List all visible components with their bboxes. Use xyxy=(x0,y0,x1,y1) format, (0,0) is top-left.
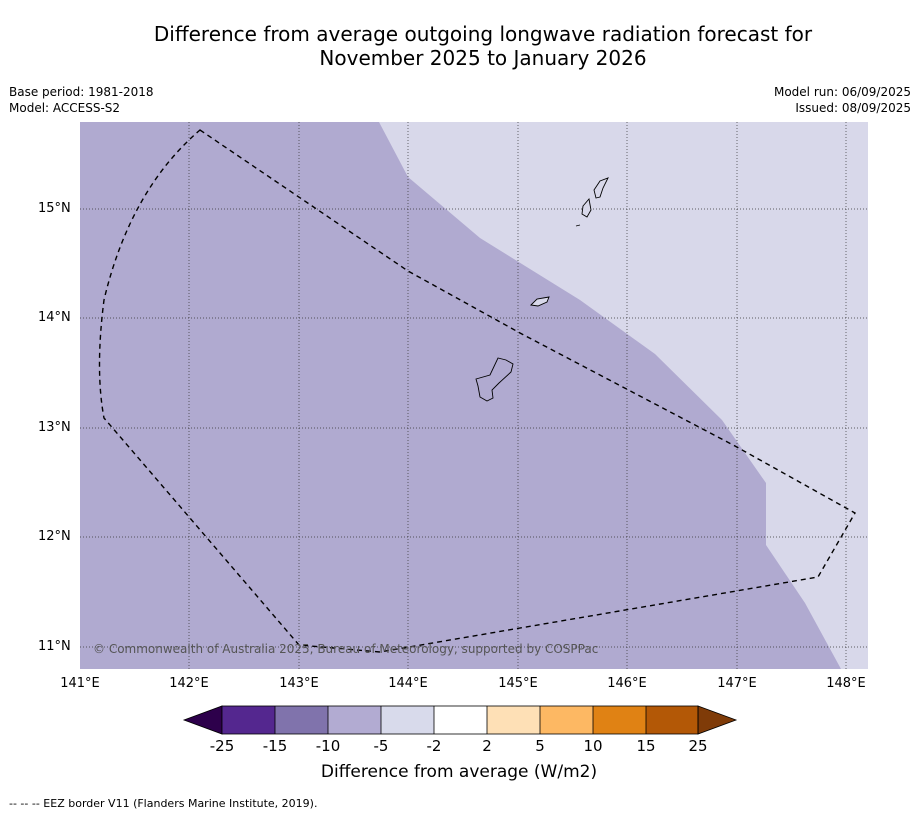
x-tick-142: 142°E xyxy=(169,676,209,691)
x-tick-148: 148°E xyxy=(826,676,866,691)
colorbar-low-extend xyxy=(182,705,223,735)
rota-island xyxy=(530,296,550,307)
colorbar-bin-1 xyxy=(222,706,275,734)
x-tick-144: 144°E xyxy=(388,676,428,691)
colorbar-dividers xyxy=(274,706,647,734)
colorbar xyxy=(182,705,738,735)
title-line-2: November 2025 to January 2026 xyxy=(319,46,647,70)
base-info: Base period: 1981-2018 Model: ACCESS-S2 xyxy=(9,84,154,116)
colorbar-label: -2 xyxy=(426,737,442,755)
y-tick-13n: 13°N xyxy=(38,420,71,435)
colorbar-bin-3 xyxy=(328,706,381,734)
issued-date: Issued: 08/09/2025 xyxy=(795,101,911,115)
model-run: Model run: 06/09/2025 xyxy=(773,85,911,99)
colorbar-label: 5 xyxy=(535,737,545,755)
colorbar-title: Difference from average (W/m2) xyxy=(320,762,598,782)
colorbar-label: -15 xyxy=(262,737,288,755)
grid-lines xyxy=(80,122,868,669)
colorbar-bin-5 xyxy=(434,706,487,734)
colorbar-bin-4 xyxy=(381,706,434,734)
region-minus5-minus2 xyxy=(379,122,868,669)
colorbar-label: -25 xyxy=(209,737,235,755)
colorbar-label: 15 xyxy=(636,737,656,755)
x-tick-147: 147°E xyxy=(717,676,757,691)
y-tick-14n: 14°N xyxy=(38,310,71,325)
colorbar-label: 25 xyxy=(688,737,708,755)
x-tick-141: 141°E xyxy=(60,676,100,691)
eez-border xyxy=(98,129,856,653)
saipan-island xyxy=(593,177,609,199)
eez-footnote: -- -- -- EEZ border V11 (Flanders Marine… xyxy=(9,797,318,810)
x-tick-146: 146°E xyxy=(607,676,647,691)
guam-island xyxy=(475,357,514,402)
copyright-notice: © Commonwealth of Australia 2025, Bureau… xyxy=(93,642,599,656)
colorbar-bin-6 xyxy=(487,706,540,734)
colorbar-label: -10 xyxy=(315,737,341,755)
colorbar-bin-7 xyxy=(540,706,593,734)
tinian-island xyxy=(581,197,592,218)
y-tick-12n: 12°N xyxy=(38,529,71,544)
aguijan-island xyxy=(575,224,581,227)
y-tick-15n: 15°N xyxy=(38,201,71,216)
model-name: Model: ACCESS-S2 xyxy=(9,101,121,115)
x-tick-145: 145°E xyxy=(498,676,538,691)
y-tick-11n: 11°N xyxy=(38,639,71,654)
title-line-1: Difference from average outgoing longwav… xyxy=(153,22,813,46)
colorbar-high-extend xyxy=(697,705,738,735)
colorbar-outline xyxy=(221,705,699,735)
x-tick-143: 143°E xyxy=(279,676,319,691)
base-period: Base period: 1981-2018 xyxy=(9,85,154,99)
colorbar-bin-8 xyxy=(593,706,646,734)
run-info: Model run: 06/09/2025 Issued: 08/09/2025 xyxy=(774,84,911,116)
colorbar-bin-2 xyxy=(275,706,328,734)
colorbar-label: 2 xyxy=(482,737,492,755)
map-title: Difference from average outgoing longwav… xyxy=(0,22,919,70)
colorbar-label: 10 xyxy=(583,737,603,755)
colorbar-label: -5 xyxy=(373,737,389,755)
colorbar-bin-9 xyxy=(646,706,698,734)
